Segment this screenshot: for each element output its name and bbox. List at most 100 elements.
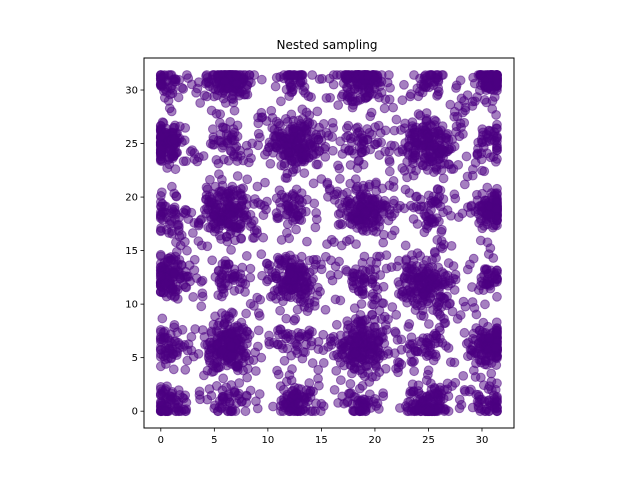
scatter-point: [281, 227, 292, 238]
scatter-point: [333, 269, 344, 280]
scatter-point: [212, 339, 223, 350]
scatter-point: [155, 336, 166, 347]
scatter-point: [180, 204, 191, 215]
scatter-point: [407, 121, 418, 131]
scatter-point: [313, 282, 323, 293]
x-tick-label: 0: [158, 435, 164, 446]
scatter-point: [380, 94, 391, 105]
scatter-point: [167, 391, 178, 402]
scatter-point: [293, 262, 304, 273]
scatter-point: [430, 328, 440, 339]
scatter-point: [299, 168, 310, 178]
scatter-point: [232, 171, 243, 181]
scatter-point: [271, 131, 282, 142]
scatter-point: [160, 406, 171, 417]
scatter-point: [206, 74, 217, 85]
scatter-point: [412, 137, 422, 147]
scatter-point: [467, 282, 477, 292]
scatter-point: [458, 296, 469, 307]
scatter-point: [238, 365, 248, 376]
scatter-point: [226, 406, 237, 417]
scatter-point: [467, 297, 478, 307]
scatter-point: [356, 285, 367, 296]
scatter-point: [355, 406, 366, 417]
scatter-point: [476, 215, 486, 226]
scatter-point: [284, 268, 295, 279]
scatter-point: [211, 362, 222, 373]
scatter-point: [388, 102, 399, 113]
scatter-point: [333, 160, 343, 171]
scatter-point: [366, 340, 376, 351]
scatter-point: [423, 365, 434, 376]
scatter-point: [392, 261, 403, 272]
scatter-point: [174, 231, 185, 242]
scatter-point: [260, 177, 270, 188]
scatter-point: [389, 195, 399, 206]
scatter-point: [360, 207, 371, 218]
scatter-point: [492, 204, 502, 215]
scatter-point: [413, 109, 424, 119]
scatter-point: [210, 181, 221, 192]
scatter-point: [471, 309, 482, 320]
scatter-point: [472, 150, 483, 161]
scatter-point: [236, 233, 247, 244]
y-tick-label: 20: [125, 193, 138, 204]
scatter-point: [492, 70, 502, 80]
scatter-point: [331, 365, 342, 376]
scatter-point: [334, 173, 345, 184]
scatter-point: [397, 95, 408, 106]
scatter-point: [197, 275, 208, 286]
scatter-point: [241, 210, 252, 221]
scatter-point: [164, 103, 175, 114]
scatter-point: [330, 261, 341, 272]
scatter-point: [318, 358, 329, 368]
scatter-point: [467, 101, 478, 111]
scatter-point: [397, 144, 408, 155]
scatter-point: [279, 70, 289, 80]
scatter-point: [285, 78, 295, 89]
scatter-point: [256, 352, 267, 363]
scatter-point: [256, 74, 267, 85]
scatter-point: [173, 385, 184, 395]
scatter-point: [268, 290, 278, 301]
scatter-point: [370, 122, 380, 133]
scatter-point: [292, 293, 303, 304]
scatter-point: [205, 346, 216, 357]
scatter-point: [457, 107, 468, 118]
scatter-point: [261, 116, 272, 126]
scatter-point: [342, 70, 352, 80]
scatter-point: [207, 255, 218, 266]
scatter-point: [380, 125, 391, 136]
scatter-point: [217, 284, 228, 294]
scatter-point: [317, 73, 328, 84]
scatter-point: [416, 201, 426, 212]
scatter-point: [182, 245, 192, 256]
x-tick-label: 5: [211, 435, 217, 446]
scatter-point: [457, 208, 468, 219]
scatter-point: [190, 324, 201, 334]
scatter-point: [265, 158, 276, 169]
scatter-point: [291, 224, 301, 235]
scatter-point: [356, 324, 367, 335]
scatter-point: [408, 214, 419, 224]
scatter-point: [213, 158, 224, 169]
scatter-point: [287, 201, 298, 212]
scatter-point: [437, 243, 448, 254]
scatter-point: [336, 240, 347, 251]
scatter-point: [186, 331, 197, 342]
scatter-point: [378, 391, 389, 402]
scatter-point: [155, 131, 166, 142]
scatter-point: [210, 400, 220, 411]
scatter-point: [413, 380, 424, 391]
scatter-point: [155, 327, 166, 337]
scatter-point: [349, 83, 360, 94]
scatter-point: [333, 100, 344, 111]
scatter-point: [251, 396, 261, 407]
scatter-point: [364, 354, 375, 365]
scatter-point: [310, 406, 321, 417]
scatter-point: [155, 197, 166, 207]
scatter-point: [344, 212, 355, 223]
scatter-point: [322, 239, 332, 250]
scatter-point: [378, 350, 389, 361]
